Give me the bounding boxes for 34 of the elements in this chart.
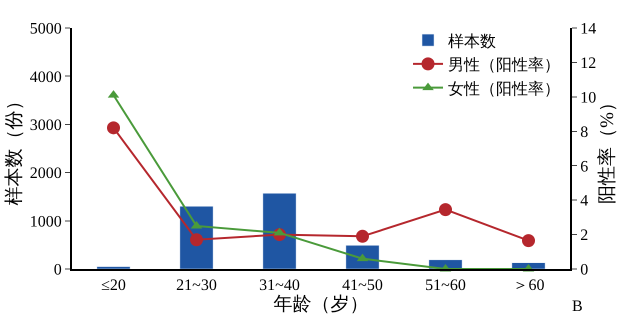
legend-label: 女性（阳性率）: [448, 80, 560, 98]
x-tick-label: 41~50: [342, 277, 383, 294]
y2-tick-label: 12: [580, 55, 596, 72]
y2-tick-label: 6: [580, 158, 588, 176]
point: [522, 234, 535, 248]
y-tick-label: 0: [54, 262, 62, 279]
x-tick-label: 21~30: [176, 277, 217, 294]
y2-tick-label: 14: [580, 20, 596, 38]
x-tick-label: 51~60: [425, 277, 466, 294]
point: [439, 203, 452, 216]
bar: [96, 266, 130, 269]
point: [190, 233, 203, 246]
point: [107, 121, 120, 134]
legend-label: 男性（阳性率）: [448, 56, 560, 74]
x-tick-label: 31~40: [259, 277, 300, 294]
y-tick-label: 2000: [30, 165, 62, 182]
x-tick-label: ＞60: [512, 277, 544, 294]
y-tick-label: 4000: [30, 68, 62, 86]
text: B: [572, 298, 583, 315]
y2-tick-label: 4: [580, 192, 588, 210]
y2-tick-label: 2: [580, 227, 588, 244]
y-tick-label: 1000: [30, 213, 62, 230]
y2-tick-label: 8: [580, 124, 588, 141]
x-tick-label: ≤20: [101, 277, 126, 294]
y-axis-title: 样本数（份）: [4, 92, 26, 206]
point: [356, 230, 369, 243]
x-axis-title: 年龄（岁）: [274, 294, 368, 316]
legend-label: 样本数: [448, 32, 496, 50]
y2-tick-label: 10: [580, 89, 596, 106]
y2-tick-label: 0: [580, 262, 588, 279]
y-tick-label: 3000: [30, 117, 62, 134]
y2-axis-title: 阳性率（%）: [596, 93, 618, 204]
y-tick-label: 5000: [30, 20, 62, 38]
bar: [262, 193, 296, 269]
